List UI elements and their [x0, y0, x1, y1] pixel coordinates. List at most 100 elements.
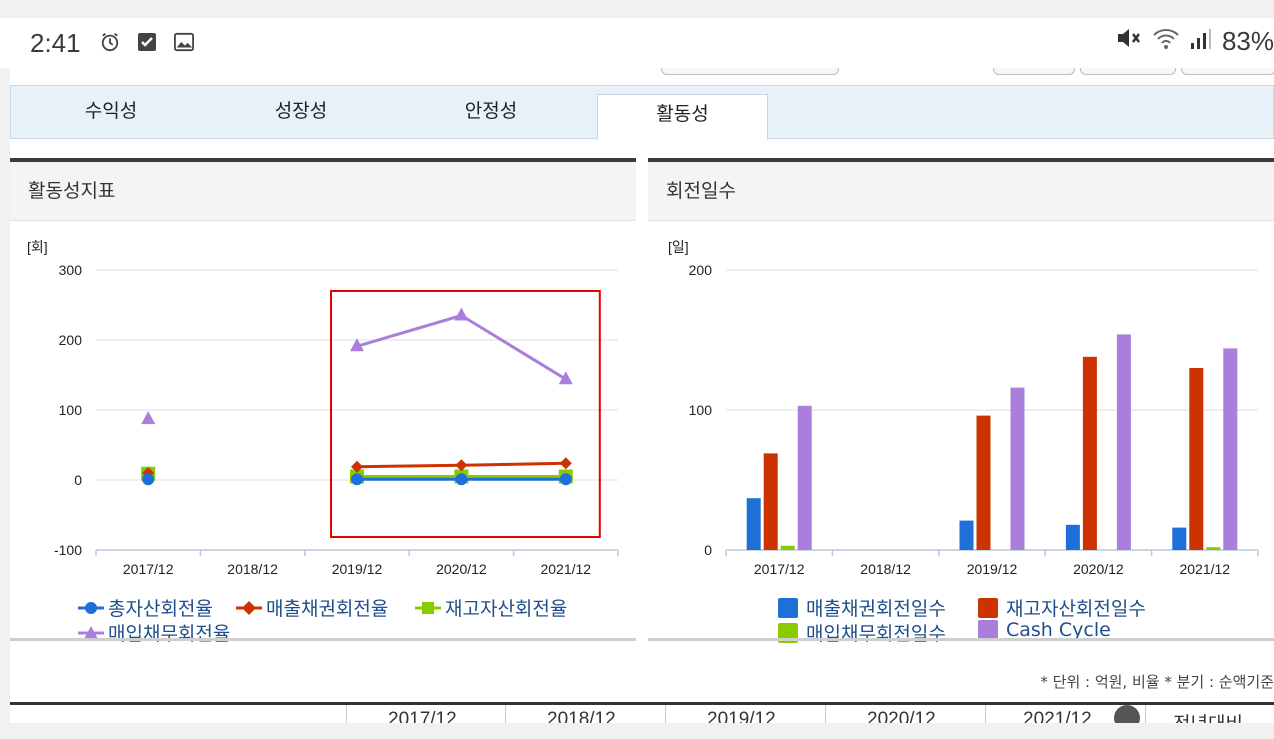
tab-activity[interactable]: 활동성: [597, 94, 768, 140]
legend-payables-days[interactable]: 매입채무회전일수: [778, 619, 946, 646]
legend-cash-cycle[interactable]: Cash Cycle: [978, 619, 1111, 641]
x-tick-label: 2019/12: [332, 561, 383, 577]
mute-icon: [1116, 26, 1142, 57]
data-point: [558, 371, 573, 385]
legend-inventory-days[interactable]: 재고자산회전일수: [978, 594, 1146, 621]
y-tick-label: 100: [689, 402, 713, 418]
wifi-icon: [1152, 26, 1180, 57]
y-tick-label: 100: [59, 402, 83, 418]
data-point: [351, 460, 363, 473]
legend-swatch: [778, 597, 798, 618]
highlight-box: [330, 290, 601, 538]
y-unit-label: [일]: [668, 239, 689, 255]
bar: [1223, 348, 1238, 550]
checkbox-icon: [137, 32, 157, 52]
bar: [797, 405, 812, 550]
status-right: 83%: [1116, 26, 1274, 57]
bar: [1206, 547, 1221, 550]
table-header-cell: 2021/12: [1023, 709, 1092, 723]
bar: [780, 545, 795, 550]
table-header-cell: 2019/12: [707, 709, 776, 723]
y-tick-label: 200: [59, 332, 83, 348]
y-tick-label: 0: [704, 542, 712, 558]
unit-note: * 단위 : 억원, 비율 * 분기 : 순액기준: [1040, 673, 1274, 691]
top-button[interactable]: [993, 68, 1075, 75]
legend-total-asset-turnover[interactable]: 총자산회전율: [78, 594, 213, 621]
turnover-days-panel: 회전일수 [일] 200 100 0 2017/12 2018/12 2019/12 202…: [648, 158, 1274, 645]
x-tick-label: 2020/12: [436, 561, 487, 577]
x-tick-label: 2021/12: [540, 561, 591, 577]
legend-receivables-days[interactable]: 매출채권회전일수: [778, 594, 946, 621]
data-point: [350, 338, 364, 352]
series-line: [356, 463, 462, 469]
bar: [746, 498, 761, 550]
panel-title: 회전일수: [648, 162, 1274, 221]
y-unit-label: [회]: [27, 239, 48, 255]
bar: [763, 453, 778, 550]
tab-stability[interactable]: 안정성: [464, 100, 518, 122]
series-line: [356, 314, 462, 348]
table-header-cell: 2017/12: [388, 709, 457, 723]
x-tick-label: 2021/12: [1179, 561, 1230, 577]
legend-label: 매출채권회전일수: [806, 598, 946, 620]
alarm-icon: [100, 32, 120, 52]
y-tick-label: 200: [689, 262, 713, 278]
signal-icon: [1190, 26, 1212, 57]
top-button[interactable]: [661, 68, 839, 75]
legend-label: Cash Cycle: [1006, 619, 1111, 641]
series-line: [461, 461, 566, 467]
data-point: [351, 473, 363, 486]
tab-growth[interactable]: 성장성: [274, 100, 328, 122]
panel-divider: [10, 638, 636, 641]
legend-swatch: [978, 620, 998, 640]
turnover-days-bar-chart: [일] 200 100 0 2017/12 2018/12 2019/12 2020/12 2…: [668, 239, 1259, 577]
bar: [976, 415, 991, 550]
x-tick-label: 2019/12: [967, 561, 1018, 577]
data-point: [142, 473, 155, 486]
table-header-cell: 전년대비: [1173, 709, 1243, 723]
panel-title: 활동성지표: [10, 162, 636, 221]
x-tick-label: 2020/12: [1073, 561, 1124, 577]
x-tick-label: 2018/12: [860, 561, 911, 577]
activity-ratio-panel: 활동성지표 [회] 300 200 100 0 -100 2017/12 2018/12 20…: [10, 158, 636, 645]
tab-bar: 수익성 성장성 안정성 활동성: [10, 85, 1274, 140]
data-point: [455, 473, 468, 486]
x-tick-label: 2018/12: [227, 561, 278, 577]
x-tick-label: 2017/12: [754, 561, 805, 577]
bar: [1189, 368, 1204, 550]
data-table-header: 2017/12 2018/12 2019/12 2020/12 2021/12 …: [10, 702, 1274, 723]
status-time: 2:41: [30, 28, 81, 58]
data-point: [455, 459, 468, 472]
activity-line-chart: [회] 300 200 100 0 -100 2017/12 2018/12 2019/12 2…: [27, 239, 619, 577]
tab-profitability[interactable]: 수익성: [84, 100, 138, 122]
legend-swatch: [978, 597, 998, 618]
image-icon: [174, 32, 194, 52]
y-tick-label: -100: [54, 542, 82, 558]
panel-divider: [648, 638, 1274, 641]
legend-label: 매입채무회전율: [108, 623, 231, 645]
bar: [1082, 356, 1097, 550]
legend-label: 매출채권회전율: [266, 598, 389, 620]
status-bar: 2:41 83%: [0, 18, 1274, 68]
table-header-cell: 2020/12: [867, 709, 936, 723]
legend-label: 총자산회전율: [108, 598, 213, 620]
data-point: [454, 307, 469, 321]
data-point: [559, 457, 572, 470]
bar: [1116, 334, 1131, 550]
y-tick-label: 300: [59, 262, 83, 278]
legend-label: 재고자산회전일수: [1006, 598, 1146, 620]
bar: [1065, 524, 1080, 550]
top-button[interactable]: [1181, 68, 1274, 75]
legend-payables-turnover[interactable]: 매입채무회전율: [78, 619, 230, 646]
legend-receivables-turnover[interactable]: 매출채권회전율: [236, 594, 388, 621]
legend-inventory-turnover[interactable]: 재고자산회전율: [415, 594, 567, 621]
bar: [1172, 527, 1187, 550]
page-content: 수익성 성장성 안정성 활동성 활동성지표 [회] 300 200 100 0 -100…: [10, 68, 1274, 723]
x-tick-label: 2017/12: [123, 561, 174, 577]
info-icon[interactable]: [1114, 705, 1140, 723]
legend-swatch: [778, 622, 798, 643]
data-point: [559, 473, 572, 486]
bar-chart-legend: 매출채권회전일수 재고자산회전일수 매입채무회전일수 Cash Cycle: [648, 588, 1274, 645]
top-button[interactable]: [1080, 68, 1176, 75]
bar: [959, 520, 974, 550]
